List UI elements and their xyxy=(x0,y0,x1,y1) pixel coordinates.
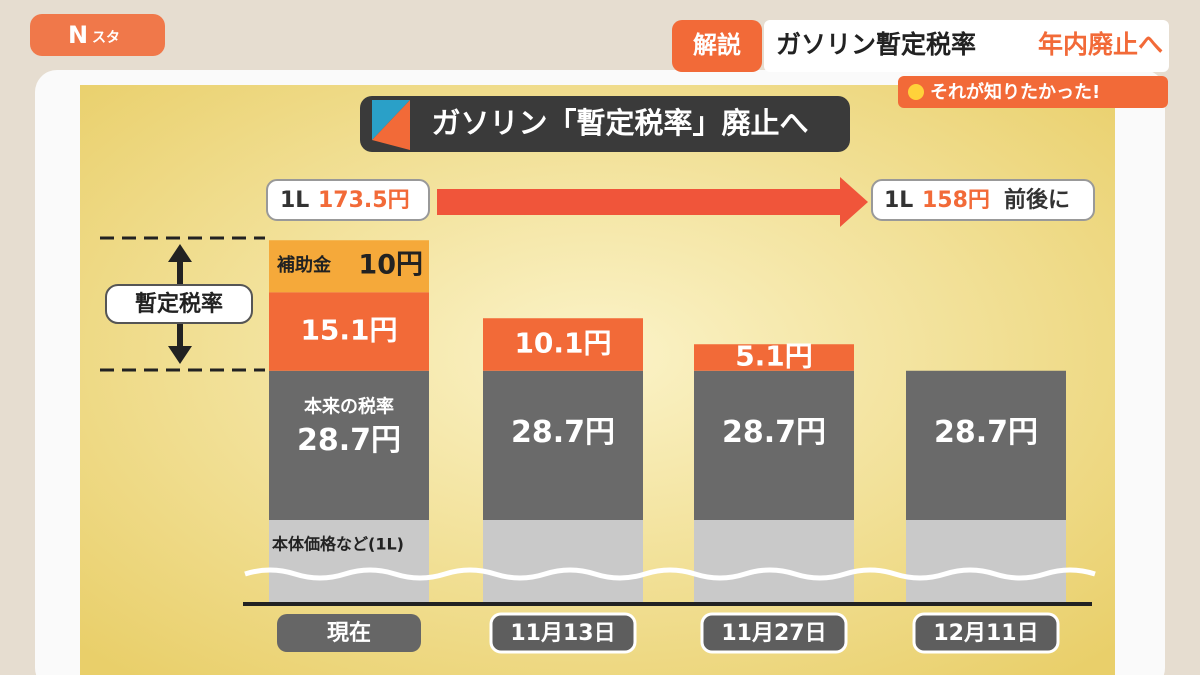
value-label: 5.1円 xyxy=(735,340,813,373)
headline-box xyxy=(764,20,1169,72)
break-line xyxy=(244,567,1096,581)
price-after: 158円 xyxy=(922,188,990,213)
base-label: 本体価格など(1L) xyxy=(272,535,404,554)
series-label: 補助金 xyxy=(276,254,332,276)
bar-segment xyxy=(483,370,643,520)
bar-segment xyxy=(694,370,854,520)
bar-segment xyxy=(483,318,643,371)
base-segment xyxy=(269,520,429,602)
tag: 解説 xyxy=(693,31,741,59)
bar-segment xyxy=(269,370,429,520)
logo: N xyxy=(68,21,88,49)
bar-segment xyxy=(694,344,854,371)
logo-sub: スタ xyxy=(92,30,120,46)
chart-title: ガソリン「暫定税率」廃止へ xyxy=(431,106,808,140)
logo-badge xyxy=(30,14,165,56)
title-box xyxy=(360,96,850,152)
value-label: 10円 xyxy=(358,250,423,281)
category-pill xyxy=(277,614,421,652)
x-tick-label: 11月27日 xyxy=(721,621,826,646)
title-deco xyxy=(372,100,410,150)
price-after-box xyxy=(871,179,1095,221)
bulb-icon xyxy=(908,84,924,100)
base-segment xyxy=(483,520,643,602)
price-arrow-head xyxy=(840,177,868,227)
price-arrow xyxy=(437,189,845,215)
x-tick-label: 12月11日 xyxy=(933,621,1038,646)
series-label: 本来の税率 xyxy=(304,395,394,417)
bar-segment xyxy=(269,292,429,371)
subline: それが知りたかった! xyxy=(930,81,1100,103)
headline-highlight: 年内廃止へ xyxy=(1038,30,1163,59)
x-tick-label: 11月13日 xyxy=(510,621,615,646)
price-now-box xyxy=(266,179,430,221)
subline-box xyxy=(898,76,1168,108)
headline: ガソリン暫定税率 xyxy=(776,30,976,59)
category-pill xyxy=(489,612,637,654)
tag-badge xyxy=(672,20,762,72)
bar-segment xyxy=(906,370,1066,520)
category-pill xyxy=(912,612,1060,654)
value-label: 28.7円 xyxy=(722,415,826,450)
x-tick-label: 現在 xyxy=(327,620,371,646)
value-label: 15.1円 xyxy=(300,314,397,347)
value-label: 28.7円 xyxy=(511,415,615,450)
value-label: 28.7円 xyxy=(934,415,1038,450)
bracket-label-box xyxy=(105,284,253,324)
price-after-unit: 1L xyxy=(884,188,913,213)
category-pill xyxy=(700,612,848,654)
bar-segment xyxy=(269,240,429,293)
price-after-suffix: 前後に xyxy=(1004,187,1070,213)
base-segment xyxy=(694,520,854,602)
base-segment xyxy=(906,520,1066,602)
value-label: 28.7円 xyxy=(297,423,401,458)
bracket-label: 暫定税率 xyxy=(135,291,223,317)
price-now-unit: 1L xyxy=(280,188,309,213)
price-now: 173.5円 xyxy=(318,188,410,213)
value-label: 10.1円 xyxy=(514,327,611,360)
